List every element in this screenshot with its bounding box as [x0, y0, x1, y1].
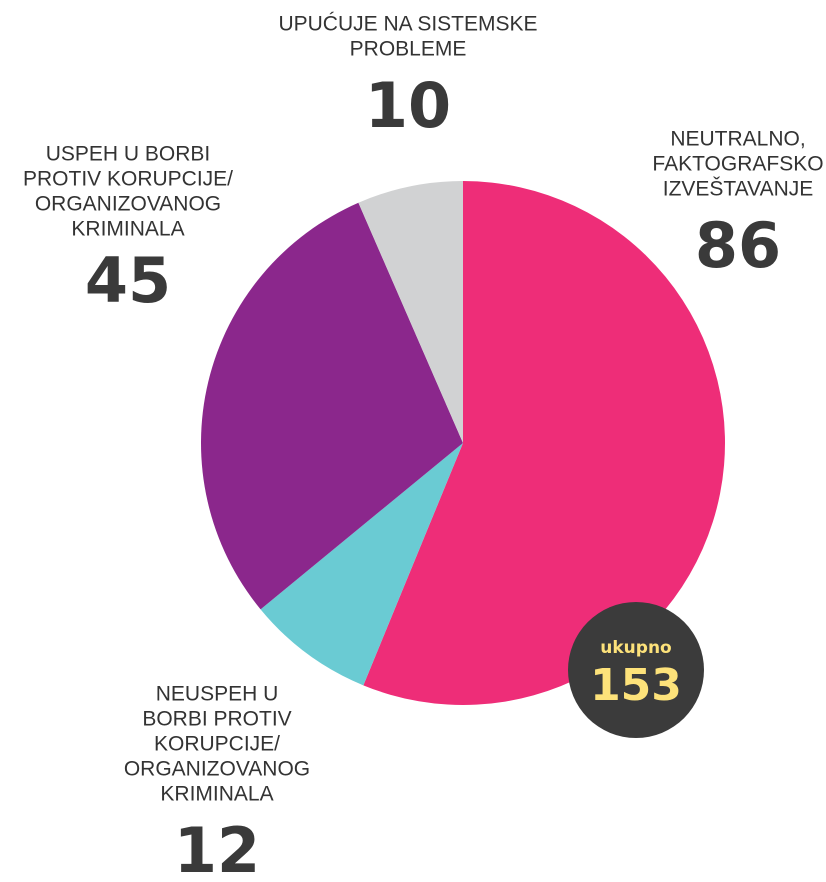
slice-label: ORGANIZOVANOG — [35, 193, 221, 216]
slice-label: PROTIV KORUPCIJE/ — [23, 168, 233, 191]
slice-value: 45 — [85, 244, 171, 317]
slice-label: KRIMINALA — [160, 783, 273, 806]
slice-label: KORUPCIJE/ — [154, 733, 280, 756]
pie-slice — [201, 202, 463, 610]
slice-label: NEUTRALNO, — [670, 128, 805, 151]
slice-label: NEUSPEH U — [156, 683, 279, 706]
slice-label: BORBI PROTIV — [142, 708, 291, 731]
slice-label: ORGANIZOVANOG — [124, 758, 310, 781]
slice-value: 12 — [174, 814, 260, 882]
slice-value: 86 — [695, 209, 781, 282]
slice-label: IZVEŠTAVANJE — [663, 178, 814, 201]
pie-slice — [260, 443, 463, 686]
slice-label: USPEH U BORBI — [46, 143, 211, 166]
slice-value: 10 — [365, 69, 451, 142]
total-badge — [568, 602, 704, 738]
pie-slice — [358, 181, 463, 443]
slice-label: PROBLEME — [350, 38, 467, 61]
total-label: ukupno — [600, 638, 671, 658]
slice-label: UPUĆUJE NA SISTEMSKE — [278, 13, 537, 36]
pie-slice — [363, 181, 726, 705]
total-value: 153 — [590, 660, 682, 711]
slice-label: KRIMINALA — [71, 218, 184, 241]
slice-label: FAKTOGRAFSKO — [652, 153, 823, 176]
